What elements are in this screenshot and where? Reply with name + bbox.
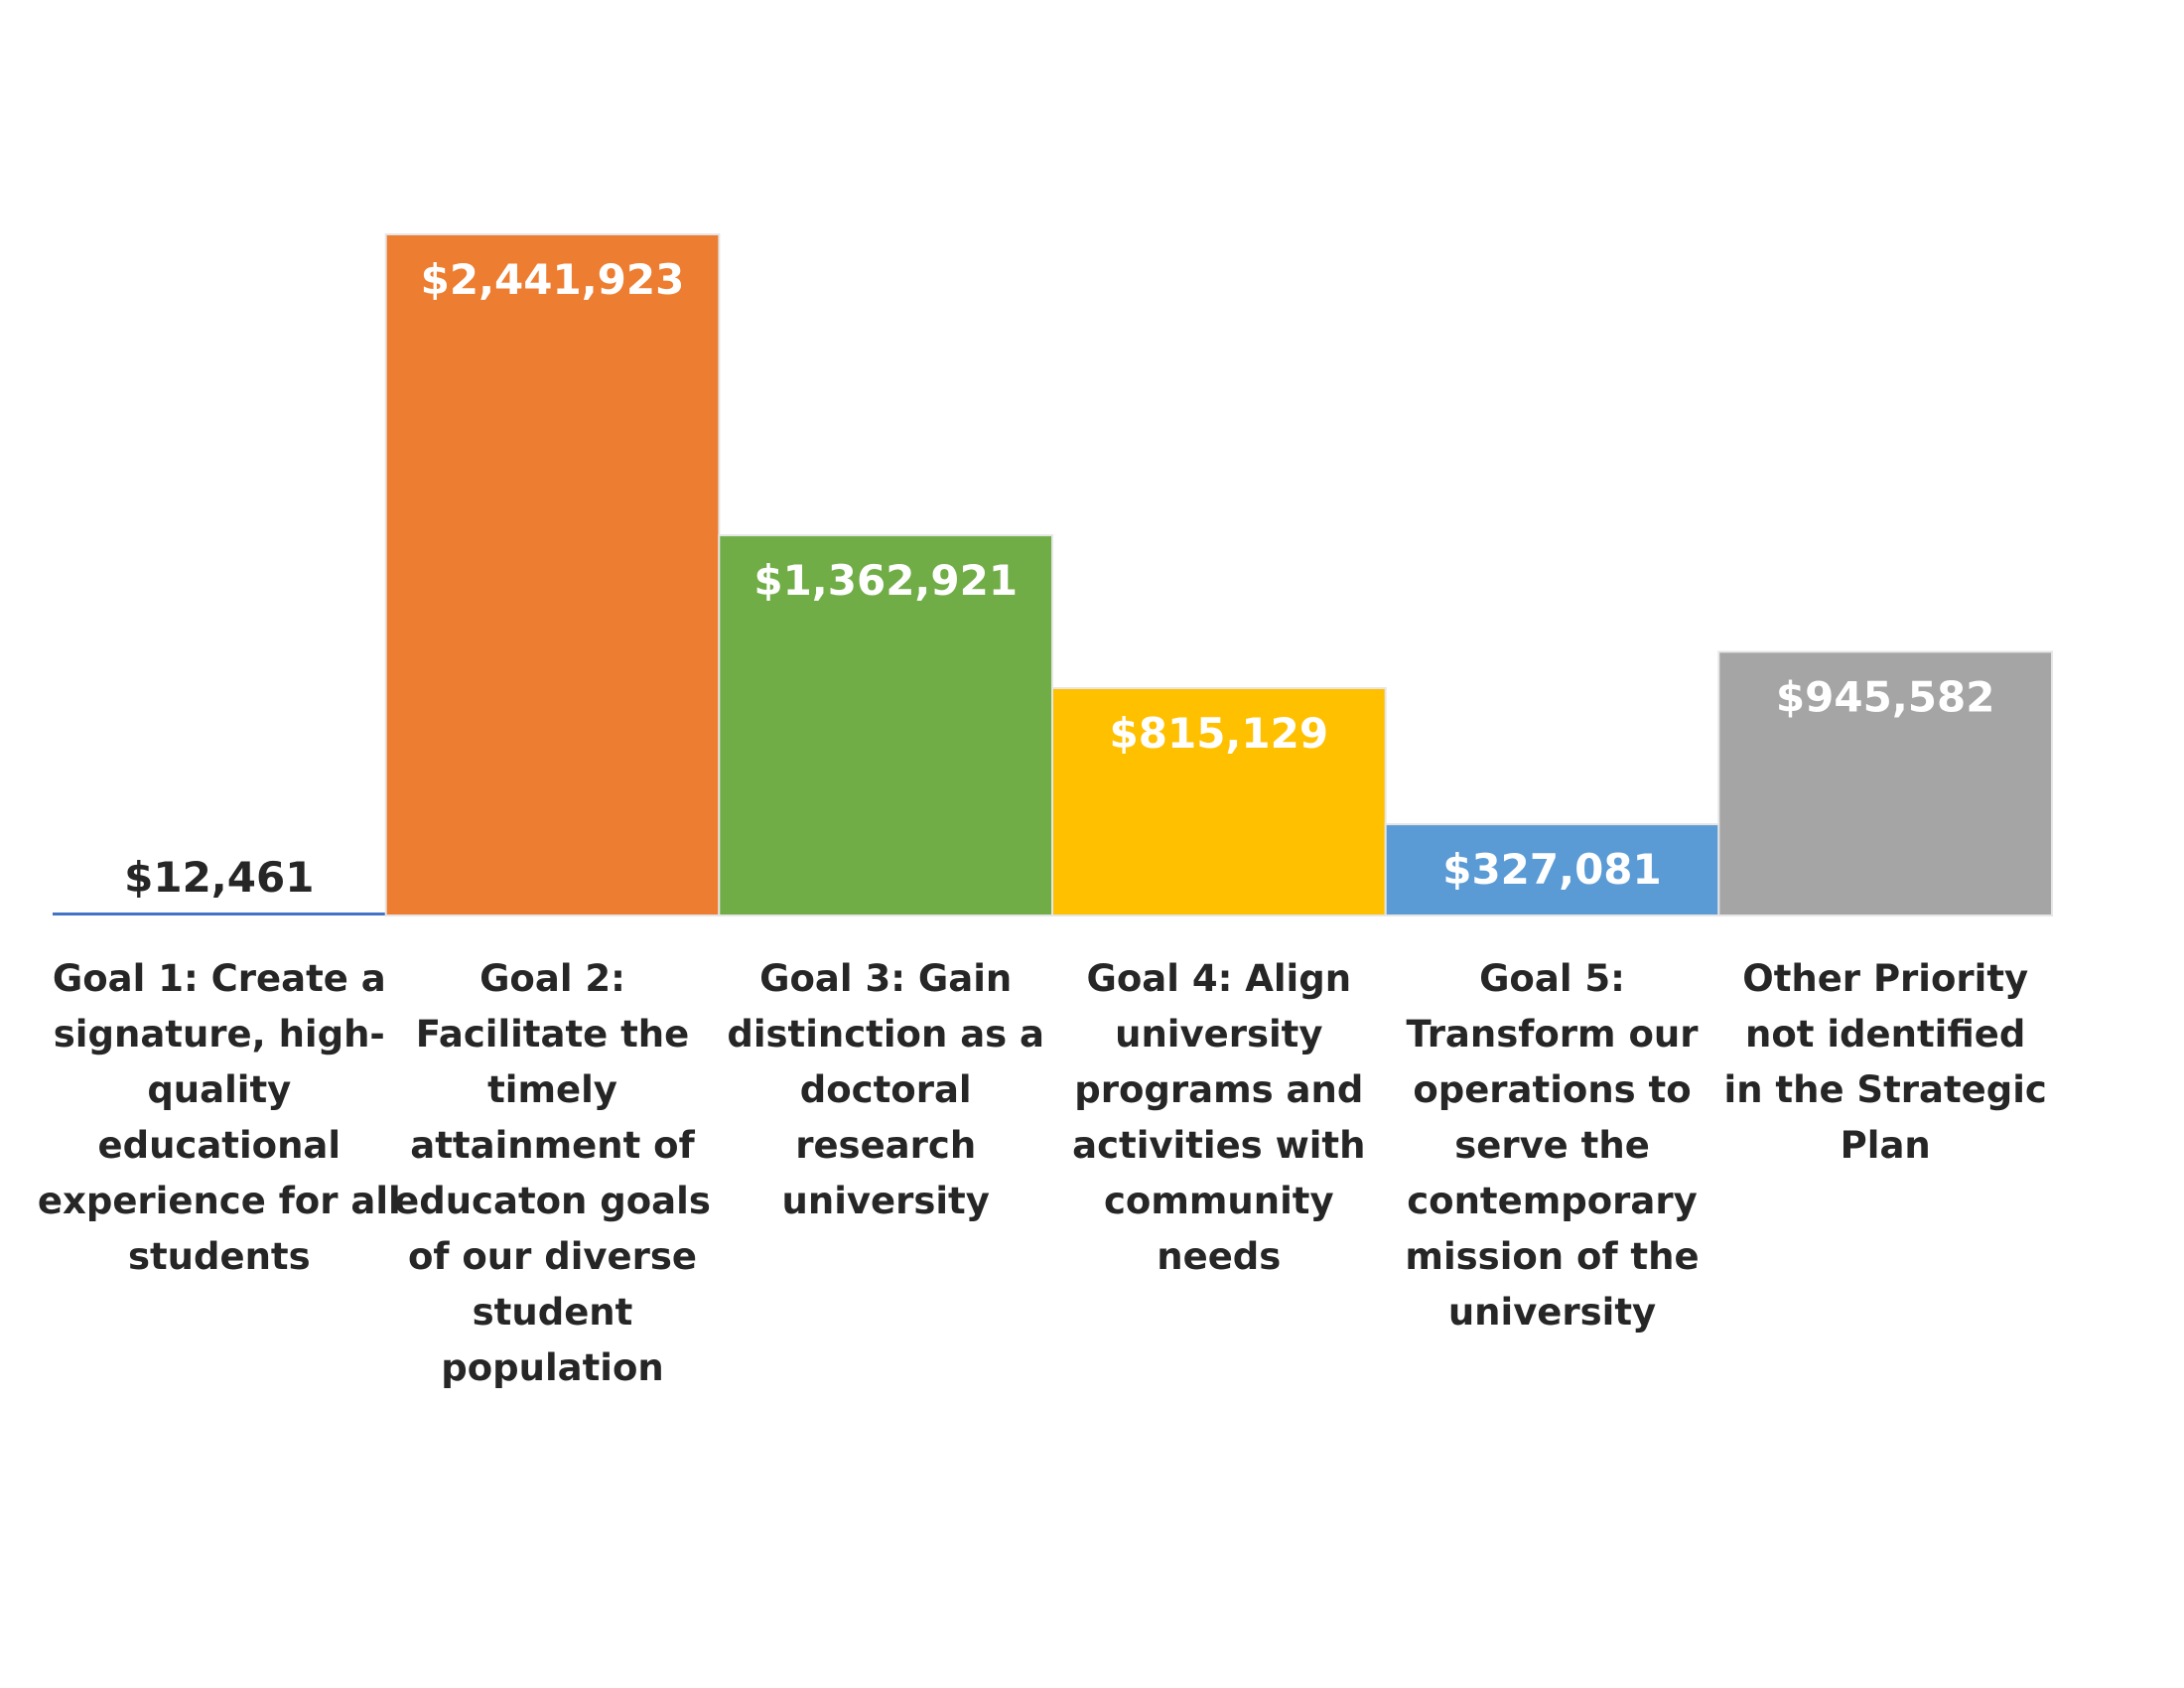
category-label-line: educational [97, 1124, 341, 1167]
category-label-line: quality [147, 1068, 291, 1111]
category-label-line: experience for all [38, 1180, 401, 1222]
category-label-1: Goal 1: Create a signature, high-quality e… [38, 957, 401, 1278]
category-label-line: Goal 2: [479, 957, 625, 1000]
category-label-line: student [473, 1291, 633, 1334]
category-label-line: contemporary [1407, 1180, 1698, 1222]
value-label-5: $327,081 [1442, 845, 1662, 894]
category-label-line: Goal 1: Create a [53, 957, 386, 1000]
category-label-line: mission of the [1405, 1235, 1699, 1278]
value-label-3: $1,362,921 [753, 556, 1018, 605]
bar-6 [1717, 650, 2054, 917]
value-label-2: $2,441,923 [421, 255, 685, 304]
bar-3 [718, 534, 1053, 916]
category-label-line: needs [1157, 1235, 1281, 1278]
category-label-line: Goal 4: Align [1087, 957, 1352, 1000]
category-labels-group: Goal 1: Create a signature, high-quality e… [38, 957, 2047, 1389]
category-label-line: Facilitate the [416, 1013, 690, 1055]
category-label-line: students [128, 1235, 311, 1278]
category-label-line: serve the [1454, 1124, 1650, 1167]
category-label-4: Goal 4: Align university programs and activ… [1072, 957, 1365, 1278]
category-label-line: university [1448, 1291, 1656, 1334]
category-label-line: university [782, 1180, 990, 1222]
category-label-line: Other Priority [1742, 957, 2028, 1000]
category-label-line: doctoral [800, 1068, 972, 1111]
category-label-line: community [1104, 1180, 1334, 1222]
bar-5 [1384, 823, 1720, 916]
category-label-line: educaton goals [394, 1180, 711, 1222]
bar-2 [384, 233, 721, 916]
value-label-4: $815,129 [1110, 709, 1329, 758]
category-label-3: Goal 3: Gain distinction as a doctoral rese… [727, 957, 1044, 1222]
bar-1 [53, 913, 386, 915]
category-label-line: Goal 5: [1479, 957, 1625, 1000]
value-label-1: $12,461 [124, 853, 314, 902]
category-label-6: Other Priority not identified in the Strat… [1724, 957, 2047, 1167]
category-label-line: population [441, 1346, 664, 1389]
category-label-line: programs and [1074, 1068, 1363, 1111]
bars-group [53, 233, 2054, 917]
category-label-line: Goal 3: Gain [759, 957, 1012, 1000]
category-label-line: not identified [1745, 1013, 2025, 1055]
category-label-line: timely [487, 1068, 617, 1111]
category-label-line: university [1115, 1013, 1322, 1055]
category-label-5: Goal 5: Transform our operations to serve t… [1405, 957, 1699, 1334]
value-label-6: $945,582 [1776, 672, 1995, 721]
bar-4 [1051, 687, 1387, 916]
category-label-line: of our diverse [408, 1235, 697, 1278]
category-label-line: attainment of [410, 1124, 695, 1167]
category-label-2: Goal 2: Facilitate the timely attainment of… [394, 957, 711, 1389]
category-label-line: in the Strategic [1724, 1068, 2047, 1111]
category-label-line: signature, high- [54, 1013, 385, 1055]
category-label-line: Plan [1841, 1124, 1931, 1167]
category-label-line: operations to [1413, 1068, 1691, 1111]
category-label-line: distinction as a [727, 1013, 1044, 1055]
category-label-line: research [795, 1124, 976, 1167]
value-labels-group: $12,461 $2,441,923 $1,362,921 $815,129 $327,… [124, 255, 1994, 902]
category-label-line: activities with [1072, 1124, 1365, 1167]
category-label-line: Transform our [1407, 1013, 1700, 1055]
